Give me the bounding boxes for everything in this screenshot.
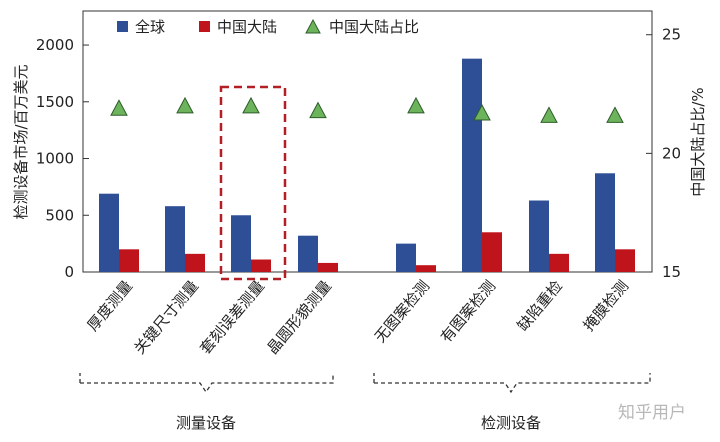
ratio-markers (110, 96, 624, 123)
legend: 全球 中国大陆 中国大陆占比 (117, 18, 419, 36)
y-axis-label: 检测设备市场/百万美元 (12, 64, 30, 219)
bar-china (416, 265, 436, 272)
bar-china (549, 253, 569, 272)
ratio-marker (309, 101, 327, 119)
legend-marker-ratio (305, 18, 321, 34)
ratio-marker (176, 96, 194, 114)
ratio-marker (407, 96, 425, 114)
category-label: 掩膜检测 (580, 277, 632, 335)
watermark: 知乎用户 (618, 403, 686, 423)
y-axis-ticks: 0 500 1000 1500 2000 (36, 36, 89, 281)
bar-global (595, 173, 615, 272)
group-brace-measurement (79, 373, 334, 394)
bar-china (482, 232, 502, 272)
bar-china (318, 262, 338, 272)
plot-frame (82, 10, 653, 273)
bar-china (119, 249, 139, 272)
y-tick-label: 1000 (36, 150, 74, 168)
ratio-marker (540, 106, 558, 123)
bar-global (165, 206, 185, 272)
legend-swatch-china (199, 21, 210, 32)
y-tick-label: 0 (64, 263, 74, 281)
category-label: 无图案检测 (371, 277, 433, 346)
group-label-measurement: 测量设备 (176, 414, 236, 432)
y2-axis-ticks: 15 20 25 (646, 26, 681, 281)
bar-china (615, 249, 635, 272)
legend-swatch-global (117, 21, 128, 32)
legend-label-china: 中国大陆 (217, 18, 277, 36)
ratio-marker (110, 99, 128, 116)
highlight-box (219, 85, 287, 281)
bar-china (251, 259, 271, 272)
group-brace-inspection (373, 373, 651, 394)
category-label: 有图案检测 (437, 277, 499, 346)
bar-china (185, 253, 205, 272)
bars (99, 58, 635, 272)
legend-label-global: 全球 (135, 18, 165, 36)
y2-tick-label: 15 (662, 263, 681, 281)
bar-global (396, 243, 416, 272)
ratio-marker (242, 96, 260, 114)
y2-tick-label: 20 (662, 144, 681, 162)
category-label: 缺陷重检 (514, 277, 566, 335)
ratio-marker (606, 106, 624, 123)
group-label-inspection: 检测设备 (481, 414, 541, 432)
bar-global (298, 235, 318, 272)
bar-global (462, 58, 482, 272)
category-label: 晶圆形貌测量 (263, 277, 335, 358)
category-label: 厚度测量 (84, 277, 136, 335)
category-label: 套刻误差测量 (196, 277, 268, 358)
category-label: 关键尺寸测量 (130, 277, 202, 358)
y2-tick-label: 25 (662, 26, 681, 44)
bar-global (231, 215, 251, 272)
bar-global (99, 193, 119, 272)
y2-axis-label: 中国大陆占比/% (689, 87, 707, 196)
y-tick-label: 1500 (36, 93, 74, 111)
bar-global (529, 200, 549, 272)
y-tick-label: 500 (45, 206, 74, 224)
legend-label-ratio: 中国大陆占比 (329, 18, 419, 36)
ratio-marker (473, 103, 491, 121)
y-tick-label: 2000 (36, 36, 74, 54)
